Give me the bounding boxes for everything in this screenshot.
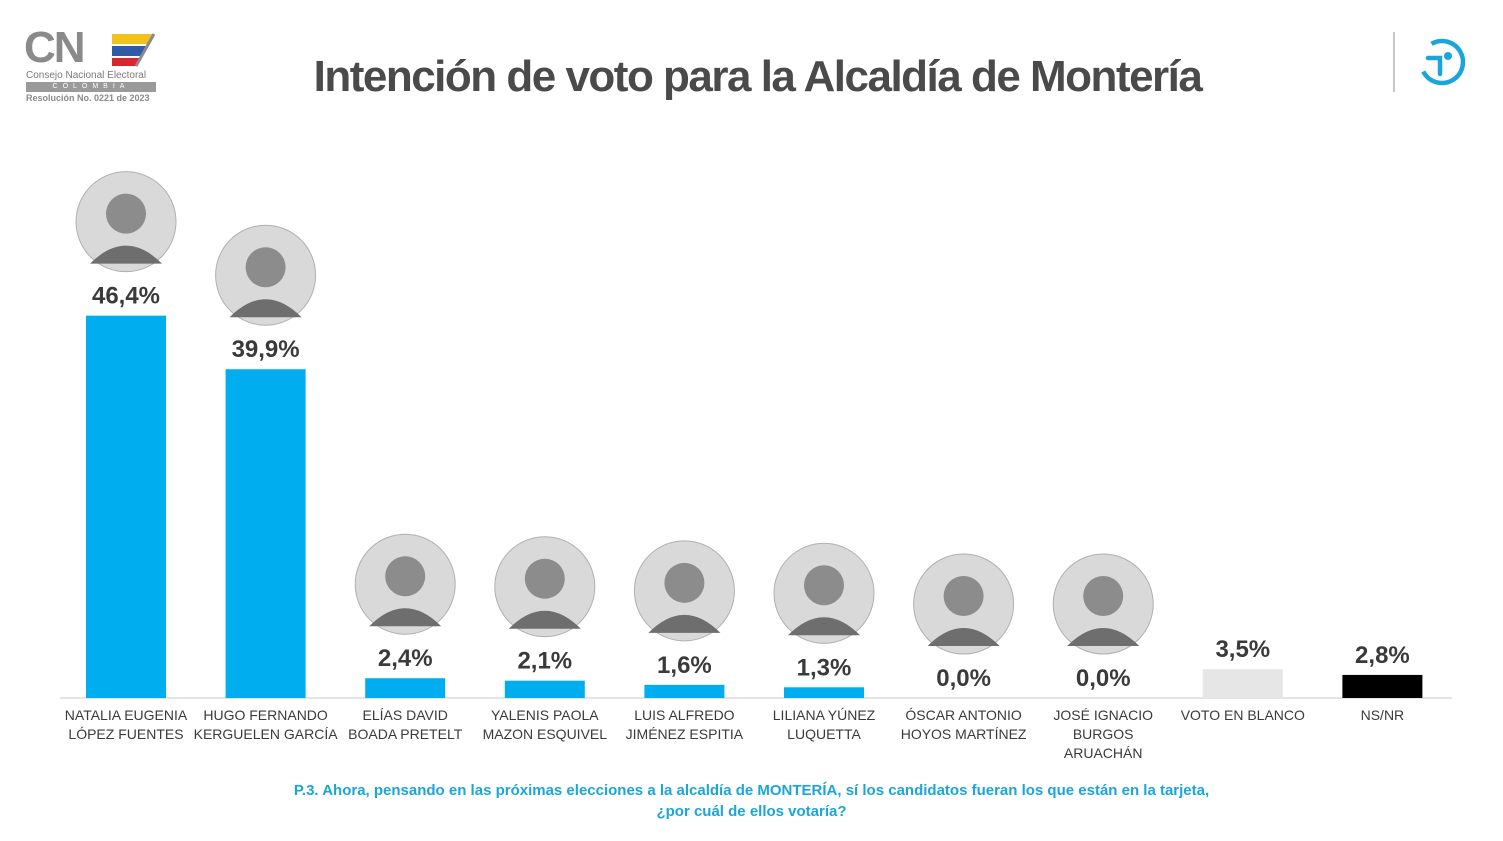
candidate-photo [75, 171, 177, 273]
cne-logo-name: Consejo Nacional Electoral [26, 70, 147, 81]
candidate-photo [773, 542, 875, 644]
candidate-photo [494, 536, 596, 638]
bar [504, 680, 585, 698]
category-label: ÓSCAR ANTONIO [905, 707, 1022, 723]
category-label: JIMÉNEZ ESPITIA [626, 726, 744, 742]
category-label: NS/NR [1361, 707, 1405, 723]
bar-value-label: 39,9% [232, 336, 300, 363]
bar-value-label: 2,1% [517, 648, 572, 675]
survey-question: P.3. Ahora, pensando en las próximas ele… [0, 780, 1503, 822]
category-label: BOADA PRETELT [348, 726, 463, 742]
pollster-circle-logo-icon [1418, 38, 1466, 86]
bar-value-label: 3,5% [1215, 636, 1270, 663]
candidate-head-icon [106, 193, 146, 234]
candidate-photo [215, 224, 317, 326]
bar-value-label: 46,4% [92, 283, 160, 310]
bar-value-label: 2,4% [378, 645, 433, 672]
candidate-photo [633, 540, 735, 642]
bar [86, 315, 166, 698]
category-label: HUGO FERNANDO [203, 707, 328, 723]
candidate-head-icon [943, 576, 984, 616]
candidate-head-icon [385, 556, 426, 597]
candidate-head-icon [804, 565, 844, 606]
bar [644, 684, 725, 698]
candidate-head-icon [1083, 576, 1124, 616]
category-label: NATALIA EUGENIA [65, 707, 188, 723]
candidate-photo [913, 553, 1015, 655]
category-label: HOYOS MARTÍNEZ [901, 726, 1027, 742]
candidate-shoulders-icon [788, 617, 860, 636]
category-label: ELÍAS DAVID [363, 707, 448, 723]
category-label: YALENIS PAOLA [491, 707, 599, 723]
bar [1342, 674, 1423, 698]
vote-intention-bar-chart: 46,4% NATALIA EUGENIA LÓPEZ FUENTES 39,9% HU… [60, 171, 1452, 761]
candidate-shoulders-icon [90, 245, 162, 264]
candidate-shoulders-icon [369, 608, 442, 627]
cne-logo-mark: CN [24, 23, 86, 72]
category-label: MAZON ESQUIVEL [483, 726, 608, 742]
candidate-photo [354, 533, 456, 635]
candidate-shoulders-icon [508, 610, 581, 629]
category-label: LUIS ALFREDO [634, 707, 734, 723]
cne-logo-country: COLOMBIA [26, 82, 156, 92]
bar [225, 369, 306, 698]
bar-value-label: 0,0% [936, 665, 991, 692]
bar [784, 687, 864, 698]
candidate-head-icon [664, 562, 705, 603]
category-label: VOTO EN BLANCO [1181, 707, 1305, 723]
category-label: KERGUELEN GARCÍA [194, 726, 339, 742]
candidate-head-icon [524, 558, 565, 599]
category-label: ARUACHÁN [1064, 745, 1143, 761]
bar-value-label: 2,8% [1355, 642, 1410, 669]
candidate-shoulders-icon [927, 628, 1000, 646]
bar-value-label: 1,6% [657, 652, 712, 679]
colombia-flag-icon [112, 33, 156, 67]
page-title: Intención de voto para la Alcaldía de Mo… [313, 52, 1203, 101]
category-label: BURGOS [1073, 726, 1134, 742]
candidate-head-icon [245, 247, 286, 288]
survey-question-line-1: P.3. Ahora, pensando en las próximas ele… [293, 782, 1210, 799]
bar-value-label: 1,3% [797, 654, 852, 681]
bar-value-label: 0,0% [1076, 665, 1131, 692]
header-divider [1393, 32, 1395, 92]
category-label: LÓPEZ FUENTES [68, 726, 183, 742]
cne-logo: CN Consejo Nacional Electoral COLOMBIA R… [24, 26, 164, 106]
bar [1202, 669, 1283, 698]
bar [365, 678, 446, 698]
category-label: JOSÉ IGNACIO [1053, 707, 1153, 723]
category-label: LUQUETTA [787, 726, 861, 742]
candidate-shoulders-icon [648, 614, 721, 633]
candidate-shoulders-icon [1067, 628, 1140, 646]
category-label: LILIANA YÚNEZ [773, 707, 876, 723]
survey-question-line-2: ¿por cuál de ellos votaría? [656, 803, 847, 820]
cne-logo-resolution: Resolución No. 0221 de 2023 [26, 93, 150, 103]
candidate-shoulders-icon [229, 299, 302, 318]
candidate-photo [1052, 553, 1154, 655]
